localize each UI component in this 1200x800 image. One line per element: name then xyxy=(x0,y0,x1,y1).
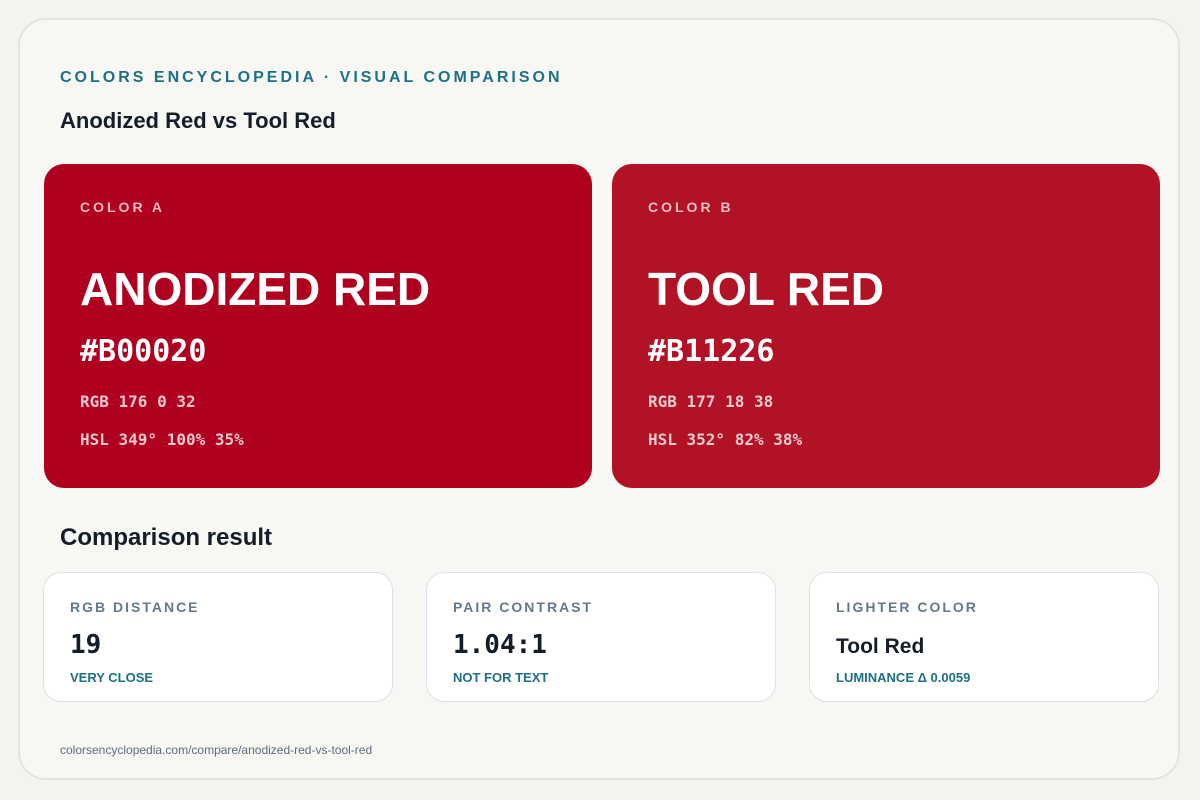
card-value: Tool Red xyxy=(836,635,925,658)
card-note: NOT FOR TEXT xyxy=(453,670,549,685)
card-label: RGB DISTANCE xyxy=(70,599,200,615)
card-label: PAIR CONTRAST xyxy=(453,599,594,615)
color-b-hex: #B11226 xyxy=(648,334,775,369)
source-url: colorsencyclopedia.com/compare/anodized-… xyxy=(60,743,373,757)
card-note: LUMINANCE Δ 0.0059 xyxy=(836,670,971,685)
color-a-hex: #B00020 xyxy=(80,334,207,369)
card-value: 1.04:1 xyxy=(453,630,547,660)
rgb-distance-card: RGB DISTANCE 19 VERY CLOSE xyxy=(43,572,393,702)
page-title: Anodized Red vs Tool Red xyxy=(60,108,336,133)
color-a-label: COLOR A xyxy=(80,199,166,215)
lighter-color-card: LIGHTER COLOR Tool Red LUMINANCE Δ 0.005… xyxy=(809,572,1159,702)
color-a-name: ANODIZED RED xyxy=(80,263,431,315)
color-a-hsl: HSL 349° 100% 35% xyxy=(80,430,244,449)
card-value: 19 xyxy=(70,630,102,660)
comparison-result-heading: Comparison result xyxy=(60,524,273,551)
card-label: LIGHTER COLOR xyxy=(836,599,978,615)
color-b-name: TOOL RED xyxy=(648,263,884,315)
color-a-swatch: COLOR A ANODIZED RED #B00020 RGB 176 0 3… xyxy=(44,164,592,488)
color-b-rgb: RGB 177 18 38 xyxy=(648,392,774,411)
color-b-hsl: HSL 352° 82% 38% xyxy=(648,430,803,449)
comparison-panel: COLORS ENCYCLOPEDIA · VISUAL COMPARISON … xyxy=(18,18,1180,780)
pair-contrast-card: PAIR CONTRAST 1.04:1 NOT FOR TEXT xyxy=(426,572,776,702)
color-b-label: COLOR B xyxy=(648,199,734,215)
site-eyebrow: COLORS ENCYCLOPEDIA · VISUAL COMPARISON xyxy=(60,69,563,86)
color-b-swatch: COLOR B TOOL RED #B11226 RGB 177 18 38 H… xyxy=(612,164,1160,488)
card-note: VERY CLOSE xyxy=(70,670,154,685)
color-a-rgb: RGB 176 0 32 xyxy=(80,392,196,411)
